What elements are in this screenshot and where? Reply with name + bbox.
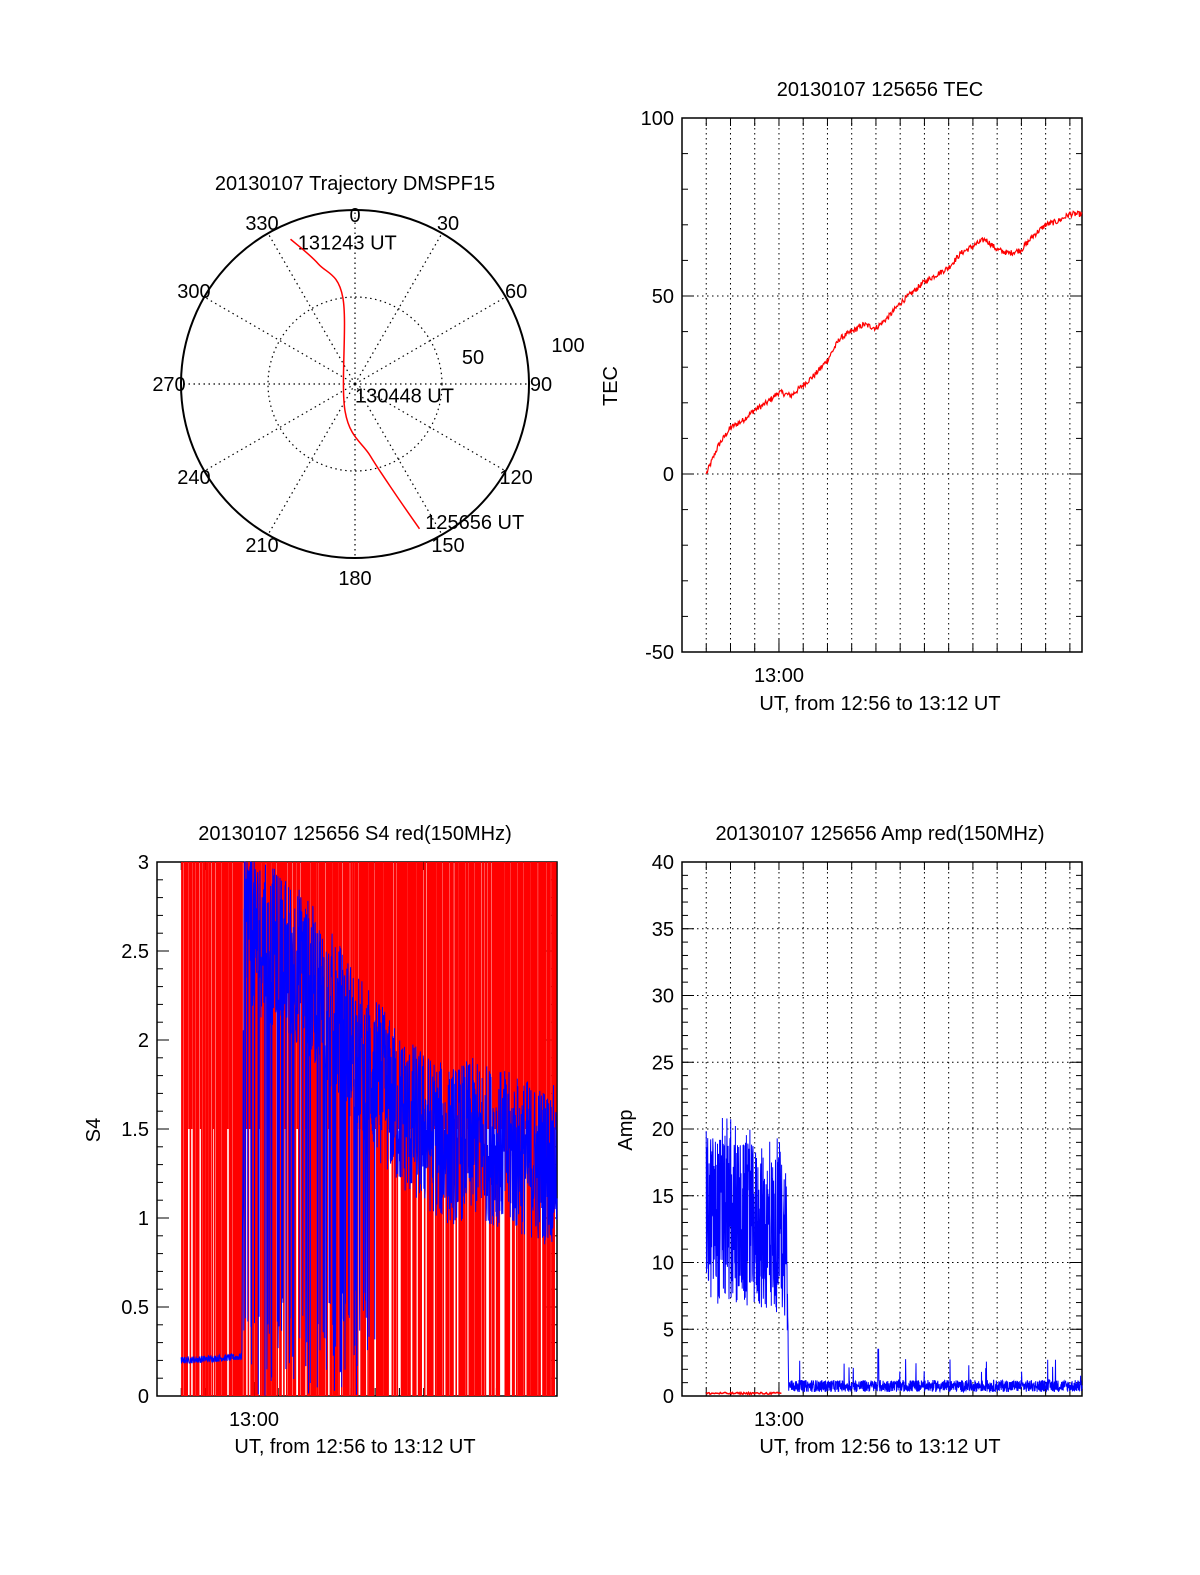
x-tick-label: 13:00 [754,665,804,687]
polar-radial-label: 50 [462,347,484,369]
y-tick-label: 1.5 [121,1119,149,1141]
polar-time-annotation: 131243 UT [298,232,397,254]
polar-trajectory-series [290,238,421,530]
y-tick-label: 2 [138,1030,149,1052]
tec-xlabel: UT, from 12:56 to 13:12 UT [759,693,1000,715]
y-tick-label: 25 [652,1052,674,1074]
polar-spoke [354,233,443,385]
polar-azimuth-label: 300 [177,281,210,303]
polar-azimuth-label: 90 [530,374,552,396]
polar-labels: 0 30 60 90 120 150 180 210 240 270 300 330 50 100 1312… [152,205,584,590]
y-tick-label: 0.5 [121,1297,149,1319]
y-tick-label: 50 [652,286,674,308]
tec-ylabel: TEC [600,366,622,406]
y-tick-label: 100 [641,108,674,130]
polar-trajectory-chart: 20130107 Trajectory DMSPF15 0 30 60 90 120 15… [152,173,584,590]
polar-azimuth-label: 150 [431,535,464,557]
y-tick-label: 0 [138,1386,149,1408]
y-tick-label: 15 [652,1186,674,1208]
polar-spoke [204,383,356,472]
s4-ylabel: S4 [83,1118,105,1142]
polar-azimuth-label: 30 [437,213,459,235]
x-tick-label: 13:00 [229,1409,279,1431]
polar-azimuth-label: 0 [349,205,360,227]
polar-inner-circle [267,296,443,472]
y-tick-label: 20 [652,1119,674,1141]
y-tick-label: 5 [663,1319,674,1341]
polar-azimuth-label: 60 [505,281,527,303]
amp-title: 20130107 125656 Amp red(150MHz) [715,823,1044,845]
polar-azimuth-label: 240 [177,467,210,489]
amp-chart: 20130107 125656 Amp red(150MHz) UT, from… [615,823,1083,1458]
polar-time-annotation: 125656 UT [425,512,524,534]
y-tick-label: -50 [645,642,674,664]
polar-title: 20130107 Trajectory DMSPF15 [215,173,495,195]
polar-azimuth-label: 180 [338,568,371,590]
y-tick-label: 30 [652,986,674,1008]
polar-outer-circle [180,209,530,559]
amp-ylabel: Amp [615,1109,637,1150]
polar-azimuth-label: 210 [245,535,278,557]
polar-trajectory-line [290,238,421,530]
polar-azimuth-label: 120 [499,467,532,489]
polar-azimuth-label: 330 [245,213,278,235]
polar-spoke [267,383,356,535]
plot-frame [681,117,1083,653]
s4-xlabel: UT, from 12:56 to 13:12 UT [234,1436,475,1458]
tec-series-line [705,210,1083,475]
polar-spoke [204,296,356,385]
s4-blue-series [180,861,558,1396]
x-tick-label: 13:00 [754,1409,804,1431]
y-tick-label: 1 [138,1208,149,1230]
polar-grid [180,209,530,559]
polar-time-annotation: 130448 UT [355,386,454,408]
y-tick-label: 3 [138,852,149,874]
y-tick-label: 40 [652,852,674,874]
y-tick-label: 0 [663,464,674,486]
y-tick-label: 10 [652,1253,674,1275]
amp-blue-series [705,1117,1083,1394]
polar-spoke [354,383,443,535]
y-tick-label: 0 [663,1386,674,1408]
y-tick-label: 35 [652,919,674,941]
polar-radial-label: 100 [551,335,584,357]
tec-chart: 20130107 125656 TEC UT, from 12:56 to 13… [600,79,1083,715]
y-tick-label: 2.5 [121,941,149,963]
polar-spoke [354,383,506,472]
polar-spoke [354,296,506,385]
s4-title: 20130107 125656 S4 red(150MHz) [198,823,512,845]
amp-xlabel: UT, from 12:56 to 13:12 UT [759,1436,1000,1458]
amp-red-series [705,1390,782,1396]
polar-spoke [267,233,356,385]
s4-chart: 20130107 125656 S4 red(150MHz) UT, from … [83,823,558,1458]
polar-azimuth-label: 270 [152,374,185,396]
tec-title: 20130107 125656 TEC [777,79,983,101]
